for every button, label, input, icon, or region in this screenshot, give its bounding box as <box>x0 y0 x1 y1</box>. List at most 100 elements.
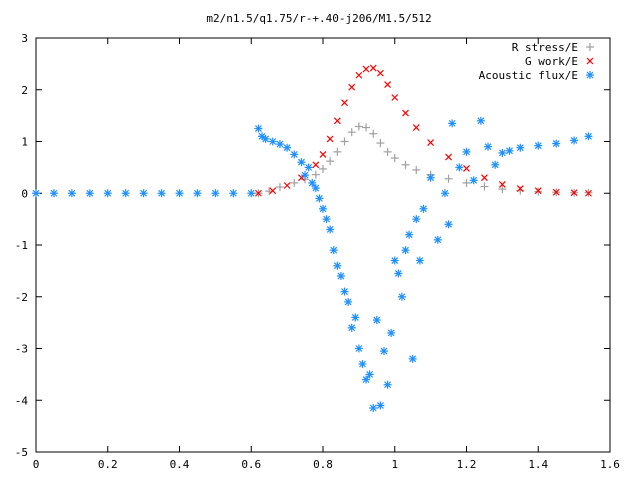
data-point <box>491 160 500 169</box>
y-tick-label: 3 <box>21 32 28 45</box>
series-2 <box>32 116 593 413</box>
x-tick-label: 0 <box>33 458 40 471</box>
y-tick-label: 2 <box>21 84 28 97</box>
data-point <box>311 184 320 193</box>
data-point <box>419 204 428 213</box>
data-point <box>322 215 331 224</box>
data-point <box>333 147 342 156</box>
data-point <box>462 178 471 187</box>
data-point <box>254 124 263 133</box>
data-point <box>401 160 410 169</box>
y-tick-label: 1 <box>21 136 28 149</box>
data-point <box>348 83 356 91</box>
legend-marker <box>586 71 594 79</box>
data-point <box>426 173 435 182</box>
data-point <box>121 189 130 198</box>
x-tick-label: 0.8 <box>313 458 333 471</box>
data-point <box>498 148 507 157</box>
data-point <box>355 71 363 79</box>
data-point <box>480 182 489 191</box>
data-point <box>391 94 399 101</box>
data-point <box>372 316 381 325</box>
data-point <box>211 189 220 198</box>
data-point <box>516 185 524 193</box>
data-point <box>326 135 334 143</box>
data-point <box>376 401 385 410</box>
data-point <box>340 287 349 296</box>
data-point <box>516 143 525 152</box>
data-point <box>498 185 507 194</box>
data-point <box>319 204 327 213</box>
data-point <box>552 139 561 148</box>
data-point <box>311 170 320 179</box>
data-point <box>584 132 593 141</box>
data-point <box>333 117 341 125</box>
data-point <box>139 189 148 198</box>
data-point <box>103 189 112 198</box>
data-point <box>384 81 391 88</box>
data-point <box>344 297 353 306</box>
data-point <box>354 344 363 353</box>
y-tick-label: -2 <box>15 291 28 304</box>
data-point <box>376 139 385 148</box>
data-point <box>405 230 414 239</box>
data-point <box>390 154 399 163</box>
x-tick-label: 0.4 <box>170 458 190 471</box>
data-point <box>258 132 267 141</box>
data-point <box>412 124 420 131</box>
x-tick-label: 1.4 <box>528 458 548 471</box>
data-point <box>369 129 378 138</box>
data-point <box>326 225 335 234</box>
data-point <box>32 189 40 198</box>
data-point <box>444 174 453 183</box>
plot-area <box>32 64 593 413</box>
y-tick-label: -5 <box>15 446 28 459</box>
data-point <box>412 165 421 174</box>
data-point <box>308 178 317 187</box>
data-point <box>358 360 367 369</box>
data-point <box>297 158 306 167</box>
data-point <box>157 189 166 198</box>
data-point <box>362 375 371 384</box>
data-point <box>394 269 403 278</box>
data-point <box>329 246 338 255</box>
data-point <box>312 161 320 169</box>
data-point <box>462 147 471 156</box>
data-point <box>326 157 335 166</box>
data-point <box>255 189 262 197</box>
data-point <box>379 347 388 356</box>
data-point <box>463 164 470 172</box>
data-point <box>340 137 349 146</box>
data-point <box>444 220 453 229</box>
data-point <box>534 141 543 150</box>
legend-label: G work/E <box>525 55 578 68</box>
data-point <box>412 215 421 224</box>
data-point <box>365 370 374 379</box>
data-point <box>229 189 238 198</box>
legend-label: R stress/E <box>512 41 578 54</box>
data-point <box>387 328 396 337</box>
data-point <box>247 189 256 198</box>
data-point <box>427 139 435 146</box>
data-point <box>469 176 478 185</box>
legend-marker <box>586 57 594 65</box>
data-point <box>534 187 542 195</box>
axes: 0 0.2 0.4 0.6 0.8 1 1.2 1.4 1.6 3 2 1 0 -1 -2 -3 -4 -5 <box>15 32 620 471</box>
data-point <box>383 380 392 389</box>
data-point <box>397 292 406 301</box>
data-point <box>369 404 378 413</box>
y-tick-label: -4 <box>15 394 29 407</box>
data-point <box>481 174 488 182</box>
data-point <box>585 189 592 197</box>
data-point <box>67 189 76 198</box>
data-point <box>269 187 277 195</box>
data-point <box>448 119 457 128</box>
data-point <box>505 146 514 155</box>
data-point <box>354 122 363 131</box>
data-point <box>268 137 277 146</box>
data-point <box>484 142 493 151</box>
data-point <box>498 181 506 188</box>
legend-marker <box>586 43 594 51</box>
